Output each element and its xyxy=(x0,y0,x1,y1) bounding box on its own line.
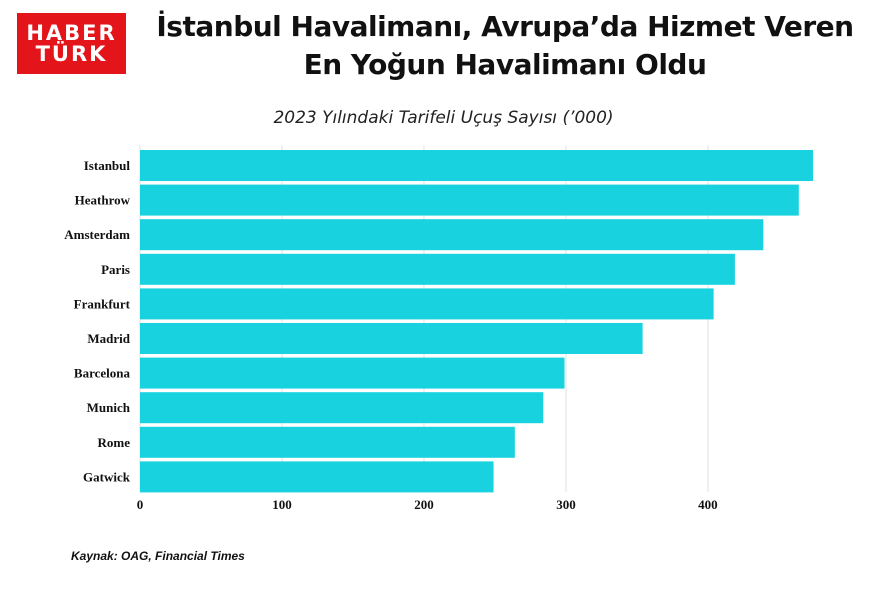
category-label: Madrid xyxy=(87,331,130,346)
bar-rome xyxy=(140,426,515,458)
chart-title: 2023 Yılındaki Tarifeli Uçuş Sayısı (’00… xyxy=(273,108,614,128)
category-label: Munich xyxy=(87,400,131,415)
bar-madrid xyxy=(140,323,643,354)
x-tick-label: 0 xyxy=(137,497,144,512)
bar-barcelona xyxy=(140,357,565,389)
x-tick-label: 100 xyxy=(272,497,292,512)
category-label: Barcelona xyxy=(74,366,131,381)
logo-line-2: TÜRK xyxy=(35,41,108,66)
bar-gatwick xyxy=(140,461,494,493)
bar-heathrow xyxy=(140,184,799,216)
bar-paris xyxy=(140,253,735,285)
category-label: Heathrow xyxy=(75,193,131,208)
source-note: Kaynak: OAG, Financial Times xyxy=(71,549,245,563)
bar-istanbul xyxy=(140,150,813,181)
x-tick-label: 300 xyxy=(556,497,576,512)
haberturk-logo: HABER TÜRK xyxy=(17,13,126,74)
x-tick-label: 400 xyxy=(698,497,718,512)
page-title-line-2: En Yoğun Havalimanı Oldu xyxy=(303,48,707,81)
category-labels: Istanbul Heathrow Amsterdam Paris Frankfurt M… xyxy=(64,158,130,484)
category-label: Paris xyxy=(101,262,130,277)
bar-frankfurt xyxy=(140,288,714,320)
logo-line-1: HABER xyxy=(26,20,117,45)
page-title-line-1: İstanbul Havalimanı, Avrupa’da Hizmet Ve… xyxy=(156,10,854,43)
page-title: İstanbul Havalimanı, Avrupa’da Hizmet Ve… xyxy=(135,8,875,84)
bars xyxy=(140,150,813,493)
bar-amsterdam xyxy=(140,219,764,251)
bar-munich xyxy=(140,392,544,424)
category-label: Rome xyxy=(98,435,131,450)
category-label: Istanbul xyxy=(84,158,131,173)
category-label: Amsterdam xyxy=(64,227,130,242)
category-label: Frankfurt xyxy=(74,296,131,311)
x-tick-label: 200 xyxy=(414,497,434,512)
category-label: Gatwick xyxy=(83,469,131,484)
x-axis-ticks: 0 100 200 300 400 xyxy=(137,497,718,512)
